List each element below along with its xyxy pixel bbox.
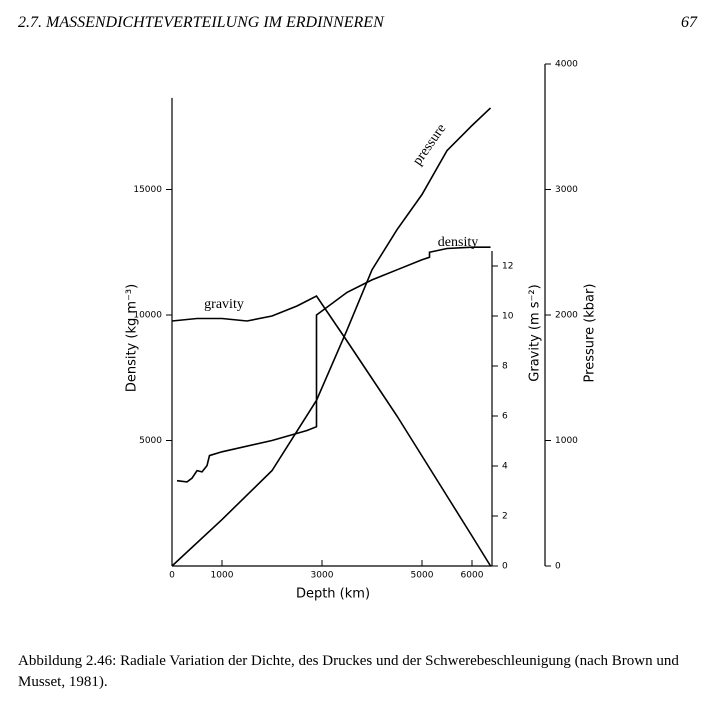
caption: Abbildung 2.46: Radiale Variation der Di… (18, 651, 703, 693)
x-axis-title: Depth (km) (296, 587, 370, 602)
x-tick-label: 0 (169, 571, 175, 581)
y2-tick-label: 4 (502, 462, 508, 472)
series-line (176, 246, 491, 483)
y2-tick-label: 12 (502, 262, 513, 272)
chart: Depth (km) Density (kg m⁻³) Gravity (m s… (125, 60, 598, 602)
y2-tick-label: 10 (502, 312, 514, 322)
y3-tick-label: 4000 (555, 60, 578, 70)
y-axis-title: Density (kg m⁻³) (125, 284, 140, 392)
y-tick-label: 5000 (139, 436, 162, 446)
caption-text: Radiale Variation der Dichte, des Drucke… (18, 653, 679, 690)
y2-tick-label: 2 (502, 512, 508, 522)
curve-label: pressure (410, 121, 449, 168)
y2-tick-label: 6 (502, 412, 508, 422)
y2-tick-label: 8 (502, 362, 508, 372)
series-line (171, 294, 492, 567)
section-header: 2.7. MASSENDICHTEVERTEILUNG IM ERDINNERE… (18, 14, 384, 31)
y3-tick-label: 1000 (555, 436, 578, 446)
y3-tick-label: 2000 (555, 311, 578, 321)
x-tick-label: 5000 (411, 571, 434, 581)
y2-tick-label: 0 (502, 562, 508, 572)
series-line (171, 107, 492, 567)
y3-tick-label: 3000 (555, 185, 578, 195)
y3-axis-title: Pressure (kbar) (583, 284, 598, 383)
curve-label: gravity (204, 297, 244, 312)
y2-axis-title: Gravity (m s⁻²) (528, 284, 543, 381)
x-tick-label: 3000 (311, 571, 334, 581)
curve-label: density (438, 235, 478, 250)
y3-tick-label: 0 (555, 562, 561, 572)
y-tick-label: 15000 (133, 185, 162, 195)
y-tick-label: 10000 (133, 311, 162, 321)
x-tick-label: 1000 (211, 571, 234, 581)
caption-label: Abbildung 2.46: (18, 653, 117, 669)
x-tick-label: 6000 (461, 571, 484, 581)
page-number: 67 (681, 14, 697, 31)
